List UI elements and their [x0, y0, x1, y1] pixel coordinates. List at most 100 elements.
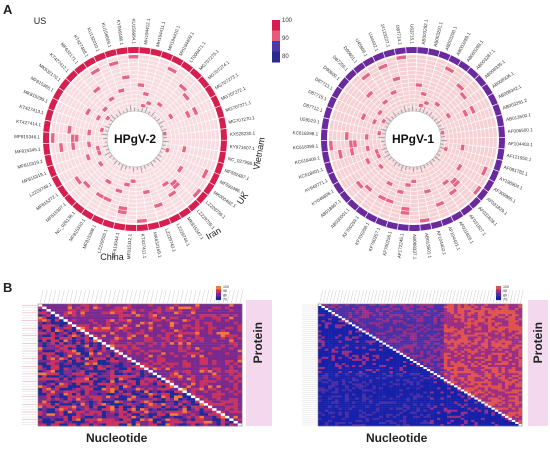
heatmap-cell: [501, 310, 506, 313]
heatmap-cell: [494, 322, 499, 325]
heatmap-cell: [148, 329, 153, 333]
heatmap-cell: [216, 357, 221, 361]
heatmap-cell: [225, 324, 230, 328]
heatmap-cell: [97, 359, 102, 363]
identity-cell: [407, 71, 416, 75]
heatmap-cell: [148, 395, 153, 399]
heatmap-cell: [178, 331, 183, 335]
heatmap-cell: [491, 326, 495, 329]
heatmap-cell: [72, 398, 77, 401]
heatmap-cell: [165, 331, 170, 335]
heatmap-cell: [38, 306, 43, 310]
heatmap-cell: [84, 359, 90, 363]
identity-cell: [447, 174, 455, 182]
identity-cell: [392, 170, 398, 176]
identity-cell: [427, 166, 433, 172]
heatmap-cell: [152, 339, 158, 343]
identity-cell: [394, 166, 400, 172]
heatmap-cell: [59, 398, 64, 401]
heatmap-cell: [233, 347, 238, 350]
heatmap-cell: [484, 308, 489, 311]
heatmap-cell: [229, 418, 234, 422]
identity-cell: [400, 75, 408, 80]
heatmap-cell: [328, 328, 332, 331]
sequence-label: AB008342.1: [497, 84, 522, 100]
heatmap-cell: [178, 387, 183, 391]
heatmap-cell: [464, 320, 468, 323]
heatmap-cell: [174, 321, 179, 325]
identity-cell: [369, 134, 373, 140]
heatmap-cell: [89, 337, 94, 340]
heatmap-cell: [50, 331, 56, 335]
ring-segment: [64, 194, 77, 206]
heatmap-cell: [38, 377, 43, 381]
heatmap-cell: [97, 405, 102, 409]
heatmap-cell: [186, 344, 192, 348]
identity-cell: [189, 124, 195, 133]
heatmap-cell: [450, 314, 455, 317]
identity-cell: [101, 158, 107, 165]
heatmap-cell: [208, 304, 213, 307]
heatmap-cell: [80, 324, 85, 328]
heatmap-cell: [195, 321, 200, 325]
heatmap-cell: [46, 344, 51, 348]
heatmap-cell: [443, 308, 448, 311]
identity-cell: [190, 155, 197, 164]
heatmap-cell: [195, 357, 200, 361]
identity-cell: [368, 170, 376, 178]
identity-cell: [214, 140, 219, 151]
heatmap-cell: [76, 321, 81, 325]
identity-cell: [120, 67, 129, 72]
heatmap-cell: [76, 380, 81, 383]
heatmap-cell: [454, 316, 458, 319]
heatmap-cell: [169, 329, 175, 333]
heatmap-cell: [352, 312, 356, 315]
identity-cell: [128, 59, 139, 63]
identity-cell: [201, 169, 209, 179]
identity-cell: [416, 59, 427, 64]
heatmap-cell: [433, 328, 438, 331]
identity-cell: [93, 119, 99, 126]
heatmap-cell: [114, 316, 119, 320]
heatmap-cell: [110, 405, 115, 409]
heatmap-cell: [420, 322, 424, 325]
heatmap-cell: [457, 310, 461, 313]
heatmap-cell: [498, 310, 502, 313]
phylo-tick: [110, 114, 116, 120]
heatmap-cell: [191, 375, 196, 378]
heatmap-cell: [144, 339, 149, 343]
heatmap-cell: [152, 342, 158, 345]
heatmap-cell: [72, 357, 77, 361]
identity-cell: [372, 154, 378, 161]
heatmap-cell: [67, 387, 73, 391]
identity-cell: [80, 163, 88, 171]
heatmap-cell: [182, 390, 187, 394]
heatmap-cell: [225, 377, 230, 381]
identity-cell: [186, 183, 196, 193]
heatmap-cell: [420, 332, 424, 335]
heatmap-cell: [97, 324, 102, 328]
heatmap-cell: [144, 362, 149, 366]
identity-cell: [90, 135, 95, 142]
identity-cell: [463, 73, 473, 83]
identity-cell: [187, 162, 194, 171]
heatmap-cell: [467, 306, 472, 309]
identity-cell: [147, 180, 154, 186]
heatmap-cell: [144, 403, 149, 406]
heatmap-cell: [216, 420, 221, 424]
identity-cell: [437, 157, 443, 164]
heatmap-cell: [186, 413, 192, 417]
heatmap-cell: [106, 413, 111, 417]
identity-cell: [388, 177, 395, 183]
identity-cell: [446, 185, 455, 193]
heatmap-cell: [208, 352, 213, 356]
heatmap-cell: [348, 328, 353, 331]
heatmap-cell: [199, 403, 204, 406]
heatmap-cell: [97, 331, 102, 335]
heatmap-cell: [89, 365, 94, 368]
ring-segment: [397, 223, 409, 231]
colorbar-tick: 80: [282, 54, 289, 60]
identity-cell: [175, 134, 179, 140]
heatmap-cell: [144, 316, 149, 320]
heatmap-cell: [195, 349, 200, 353]
